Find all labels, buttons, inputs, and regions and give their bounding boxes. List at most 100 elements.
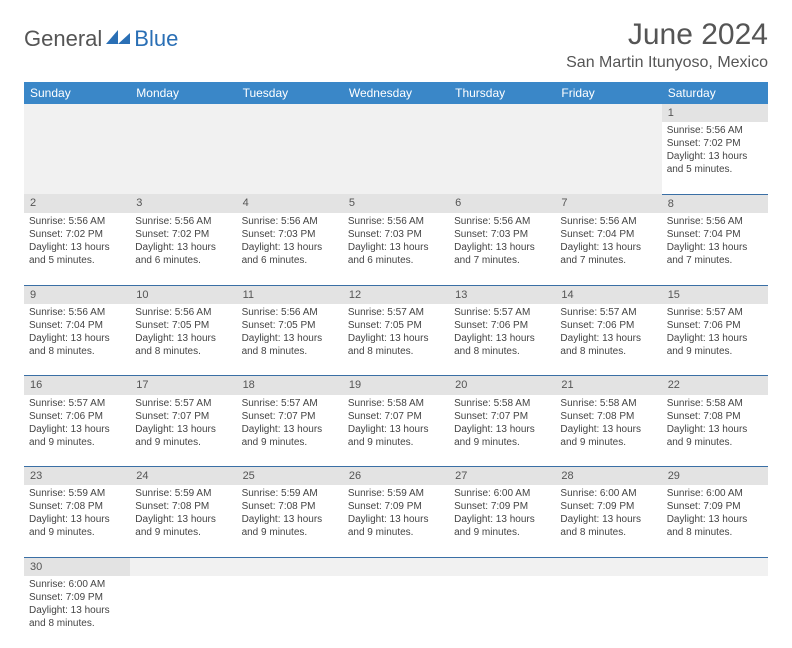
daylight-text: Daylight: 13 hours bbox=[667, 241, 763, 254]
day-cell: Sunrise: 5:57 AMSunset: 7:06 PMDaylight:… bbox=[555, 304, 661, 376]
day-number: 25 bbox=[237, 467, 343, 486]
daylight-text: and 9 minutes. bbox=[348, 436, 444, 449]
sunset-text: Sunset: 7:02 PM bbox=[135, 228, 231, 241]
day-cell: Sunrise: 5:56 AMSunset: 7:04 PMDaylight:… bbox=[24, 304, 130, 376]
daynum-row: 2345678 bbox=[24, 194, 768, 213]
day-cell bbox=[555, 122, 661, 194]
daylight-text: and 9 minutes. bbox=[667, 436, 763, 449]
day-content-row: Sunrise: 5:56 AMSunset: 7:04 PMDaylight:… bbox=[24, 304, 768, 376]
sunrise-text: Sunrise: 5:56 AM bbox=[667, 124, 763, 137]
daylight-text: Daylight: 13 hours bbox=[560, 513, 656, 526]
daylight-text: Daylight: 13 hours bbox=[135, 513, 231, 526]
sunset-text: Sunset: 7:08 PM bbox=[560, 410, 656, 423]
day-cell: Sunrise: 5:59 AMSunset: 7:08 PMDaylight:… bbox=[237, 485, 343, 557]
day-number: 2 bbox=[24, 194, 130, 213]
daylight-text: and 6 minutes. bbox=[242, 254, 338, 267]
daynum-row: 9101112131415 bbox=[24, 285, 768, 304]
sunrise-text: Sunrise: 5:57 AM bbox=[29, 397, 125, 410]
sunset-text: Sunset: 7:06 PM bbox=[454, 319, 550, 332]
day-cell bbox=[130, 122, 236, 194]
daylight-text: Daylight: 13 hours bbox=[242, 423, 338, 436]
day-cell: Sunrise: 5:59 AMSunset: 7:08 PMDaylight:… bbox=[24, 485, 130, 557]
daylight-text: and 8 minutes. bbox=[242, 345, 338, 358]
day-number: 19 bbox=[343, 376, 449, 395]
daynum-row: 30 bbox=[24, 557, 768, 576]
day-number: 6 bbox=[449, 194, 555, 213]
sunrise-text: Sunrise: 5:59 AM bbox=[242, 487, 338, 500]
day-cell: Sunrise: 5:56 AMSunset: 7:04 PMDaylight:… bbox=[662, 213, 768, 285]
day-number: 24 bbox=[130, 467, 236, 486]
day-cell bbox=[343, 122, 449, 194]
day-number: 15 bbox=[662, 285, 768, 304]
weekday-header: Monday bbox=[130, 82, 236, 104]
sunset-text: Sunset: 7:06 PM bbox=[667, 319, 763, 332]
sunset-text: Sunset: 7:04 PM bbox=[667, 228, 763, 241]
day-number: 29 bbox=[662, 467, 768, 486]
month-title: June 2024 bbox=[566, 18, 768, 52]
weekday-header: Tuesday bbox=[237, 82, 343, 104]
sunset-text: Sunset: 7:08 PM bbox=[667, 410, 763, 423]
day-number: 30 bbox=[24, 557, 130, 576]
daylight-text: and 9 minutes. bbox=[29, 436, 125, 449]
day-cell bbox=[662, 576, 768, 648]
day-cell bbox=[237, 576, 343, 648]
sunset-text: Sunset: 7:03 PM bbox=[242, 228, 338, 241]
day-number bbox=[449, 557, 555, 576]
day-cell bbox=[130, 576, 236, 648]
daylight-text: Daylight: 13 hours bbox=[454, 332, 550, 345]
day-number: 13 bbox=[449, 285, 555, 304]
daylight-text: Daylight: 13 hours bbox=[667, 150, 763, 163]
sunrise-text: Sunrise: 5:56 AM bbox=[560, 215, 656, 228]
sunset-text: Sunset: 7:03 PM bbox=[348, 228, 444, 241]
daylight-text: and 9 minutes. bbox=[242, 526, 338, 539]
sunset-text: Sunset: 7:03 PM bbox=[454, 228, 550, 241]
sunrise-text: Sunrise: 5:58 AM bbox=[560, 397, 656, 410]
daylight-text: Daylight: 13 hours bbox=[135, 423, 231, 436]
day-number: 28 bbox=[555, 467, 661, 486]
day-number: 5 bbox=[343, 194, 449, 213]
sunrise-text: Sunrise: 5:56 AM bbox=[29, 215, 125, 228]
daylight-text: Daylight: 13 hours bbox=[29, 332, 125, 345]
day-content-row: Sunrise: 5:56 AMSunset: 7:02 PMDaylight:… bbox=[24, 122, 768, 194]
sunrise-text: Sunrise: 5:56 AM bbox=[29, 306, 125, 319]
day-cell bbox=[449, 122, 555, 194]
daylight-text: Daylight: 13 hours bbox=[348, 423, 444, 436]
day-cell: Sunrise: 6:00 AMSunset: 7:09 PMDaylight:… bbox=[662, 485, 768, 557]
sunset-text: Sunset: 7:07 PM bbox=[348, 410, 444, 423]
day-number: 23 bbox=[24, 467, 130, 486]
sunset-text: Sunset: 7:07 PM bbox=[242, 410, 338, 423]
daynum-row: 16171819202122 bbox=[24, 376, 768, 395]
sunset-text: Sunset: 7:08 PM bbox=[135, 500, 231, 513]
sunrise-text: Sunrise: 5:57 AM bbox=[560, 306, 656, 319]
sunset-text: Sunset: 7:05 PM bbox=[348, 319, 444, 332]
sunrise-text: Sunrise: 5:59 AM bbox=[348, 487, 444, 500]
day-number: 17 bbox=[130, 376, 236, 395]
day-cell bbox=[449, 576, 555, 648]
daylight-text: Daylight: 13 hours bbox=[560, 241, 656, 254]
sunrise-text: Sunrise: 6:00 AM bbox=[454, 487, 550, 500]
daylight-text: Daylight: 13 hours bbox=[667, 423, 763, 436]
sunset-text: Sunset: 7:09 PM bbox=[348, 500, 444, 513]
day-content-row: Sunrise: 5:57 AMSunset: 7:06 PMDaylight:… bbox=[24, 395, 768, 467]
day-cell: Sunrise: 5:58 AMSunset: 7:07 PMDaylight:… bbox=[343, 395, 449, 467]
weekday-header-row: Sunday Monday Tuesday Wednesday Thursday… bbox=[24, 82, 768, 104]
daynum-row: 1 bbox=[24, 104, 768, 122]
day-number bbox=[237, 557, 343, 576]
sunset-text: Sunset: 7:09 PM bbox=[29, 591, 125, 604]
day-number: 26 bbox=[343, 467, 449, 486]
sunrise-text: Sunrise: 5:59 AM bbox=[135, 487, 231, 500]
sunrise-text: Sunrise: 6:00 AM bbox=[29, 578, 125, 591]
day-content-row: Sunrise: 5:56 AM Sunset: 7:02 PM Daylight:… bbox=[24, 213, 768, 285]
daylight-text: and 6 minutes. bbox=[135, 254, 231, 267]
daylight-text: and 9 minutes. bbox=[454, 526, 550, 539]
daylight-text: and 9 minutes. bbox=[242, 436, 338, 449]
day-cell: Sunrise: 5:59 AMSunset: 7:09 PMDaylight:… bbox=[343, 485, 449, 557]
day-content-row: Sunrise: 5:59 AMSunset: 7:08 PMDaylight:… bbox=[24, 485, 768, 557]
weekday-header: Thursday bbox=[449, 82, 555, 104]
sunrise-text: Sunrise: 5:57 AM bbox=[667, 306, 763, 319]
day-cell: Sunrise: 5:56 AMSunset: 7:02 PMDaylight:… bbox=[24, 213, 130, 285]
sunrise-text: Sunrise: 5:56 AM bbox=[667, 215, 763, 228]
day-number: 1 bbox=[662, 104, 768, 122]
day-number: 4 bbox=[237, 194, 343, 213]
sunrise-text: Sunrise: 5:59 AM bbox=[29, 487, 125, 500]
